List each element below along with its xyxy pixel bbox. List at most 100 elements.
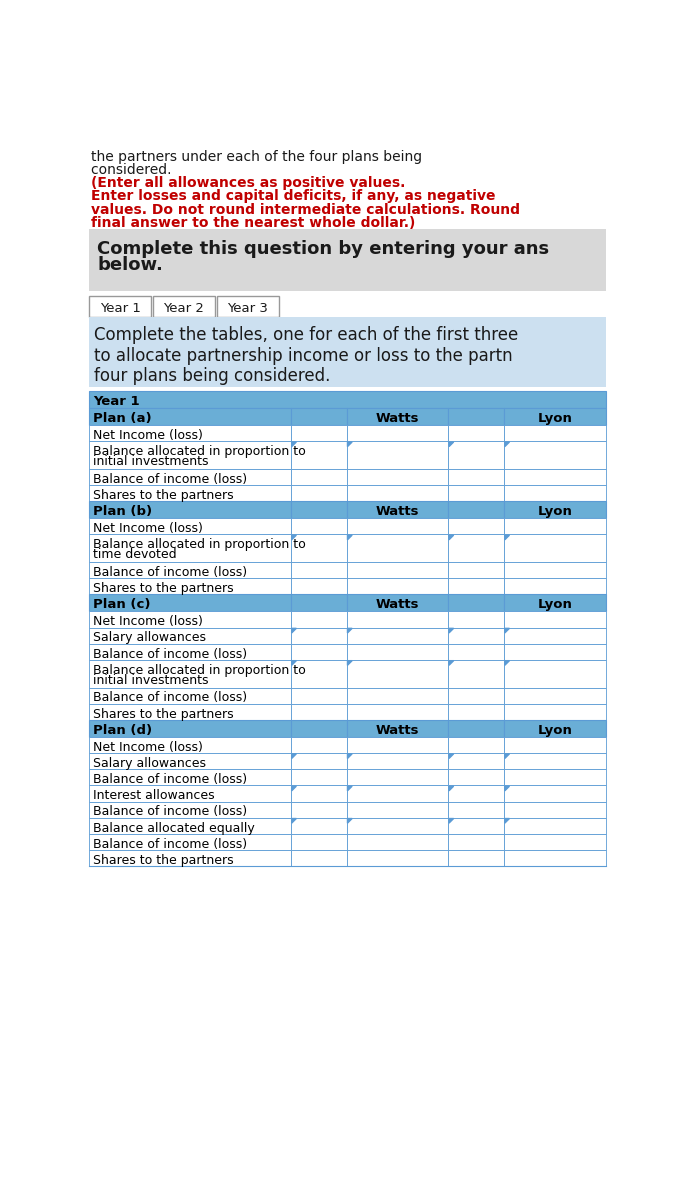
Bar (504, 850, 605, 866)
Polygon shape (449, 535, 454, 540)
Bar (448, 502, 504, 518)
Bar (448, 643, 504, 660)
Polygon shape (505, 661, 509, 665)
Bar (346, 643, 448, 660)
Text: below.: below. (97, 256, 163, 274)
Bar (448, 769, 504, 786)
Bar (504, 769, 605, 786)
Bar (89, 737, 291, 754)
Bar (504, 594, 605, 611)
Bar (291, 578, 346, 594)
Polygon shape (292, 754, 296, 758)
Bar (448, 534, 504, 562)
Polygon shape (292, 442, 296, 446)
Bar (448, 518, 504, 534)
Bar (448, 817, 504, 834)
Text: Shares to the partners: Shares to the partners (94, 488, 234, 502)
Text: Balance of income (loss): Balance of income (loss) (94, 473, 247, 486)
Bar (346, 817, 448, 834)
Bar (448, 442, 504, 469)
Polygon shape (505, 629, 509, 632)
Text: four plans being considered.: four plans being considered. (94, 366, 330, 384)
Bar (504, 802, 605, 817)
Bar (346, 737, 448, 754)
Bar (448, 628, 504, 643)
Bar (504, 703, 605, 720)
Bar (504, 611, 605, 628)
Text: Shares to the partners: Shares to the partners (94, 854, 234, 866)
Text: Balance of income (loss): Balance of income (loss) (94, 838, 247, 851)
Bar (346, 754, 448, 769)
Text: Balance of income (loss): Balance of income (loss) (94, 805, 247, 818)
Bar (291, 502, 346, 518)
Text: Plan (a): Plan (a) (94, 412, 152, 425)
Text: Salary allowances: Salary allowances (94, 631, 206, 644)
Bar (504, 720, 605, 737)
Bar (504, 562, 605, 578)
Text: Shares to the partners: Shares to the partners (94, 708, 234, 721)
Bar (346, 578, 448, 594)
Bar (291, 408, 346, 425)
Text: Plan (d): Plan (d) (94, 724, 153, 737)
Bar (291, 518, 346, 534)
Polygon shape (449, 629, 454, 632)
Bar (89, 485, 291, 502)
Bar (346, 611, 448, 628)
Bar (504, 754, 605, 769)
Text: Balance allocated equally: Balance allocated equally (94, 822, 255, 835)
Text: Year 1: Year 1 (100, 302, 141, 314)
Bar (448, 720, 504, 737)
Bar (504, 834, 605, 850)
Bar (216, 295, 279, 317)
Bar (89, 688, 291, 703)
Bar (89, 769, 291, 786)
Bar (346, 769, 448, 786)
Bar (291, 850, 346, 866)
Polygon shape (505, 535, 509, 540)
Bar (291, 660, 346, 688)
Text: Watts: Watts (376, 724, 419, 737)
Bar (89, 442, 291, 469)
Polygon shape (348, 818, 352, 823)
Bar (89, 518, 291, 534)
Text: Net Income (loss): Net Income (loss) (94, 740, 203, 754)
Bar (448, 469, 504, 485)
Bar (89, 660, 291, 688)
Bar (504, 737, 605, 754)
Bar (291, 628, 346, 643)
Bar (504, 578, 605, 594)
Bar (448, 578, 504, 594)
Bar (346, 688, 448, 703)
Bar (89, 317, 605, 386)
Bar (291, 425, 346, 442)
Text: Plan (c): Plan (c) (94, 599, 151, 611)
Bar (89, 578, 291, 594)
Polygon shape (348, 786, 352, 791)
Bar (504, 408, 605, 425)
Text: Watts: Watts (376, 505, 419, 518)
Bar (448, 754, 504, 769)
Text: Salary allowances: Salary allowances (94, 757, 206, 770)
Polygon shape (449, 442, 454, 446)
Bar (346, 703, 448, 720)
Bar (89, 425, 291, 442)
Bar (291, 786, 346, 802)
Text: Year 2: Year 2 (163, 302, 204, 314)
Bar (504, 485, 605, 502)
Polygon shape (505, 818, 509, 823)
Bar (504, 518, 605, 534)
Bar (291, 802, 346, 817)
Bar (448, 485, 504, 502)
Bar (448, 660, 504, 688)
Bar (448, 562, 504, 578)
Bar (89, 786, 291, 802)
Bar (346, 850, 448, 866)
Polygon shape (292, 786, 296, 791)
Polygon shape (505, 754, 509, 758)
Bar (504, 628, 605, 643)
Text: Balance allocated in proportion to: Balance allocated in proportion to (94, 664, 306, 677)
Bar (504, 425, 605, 442)
Text: considered.: considered. (91, 163, 176, 178)
Text: Lyon: Lyon (538, 505, 572, 518)
Bar (448, 786, 504, 802)
